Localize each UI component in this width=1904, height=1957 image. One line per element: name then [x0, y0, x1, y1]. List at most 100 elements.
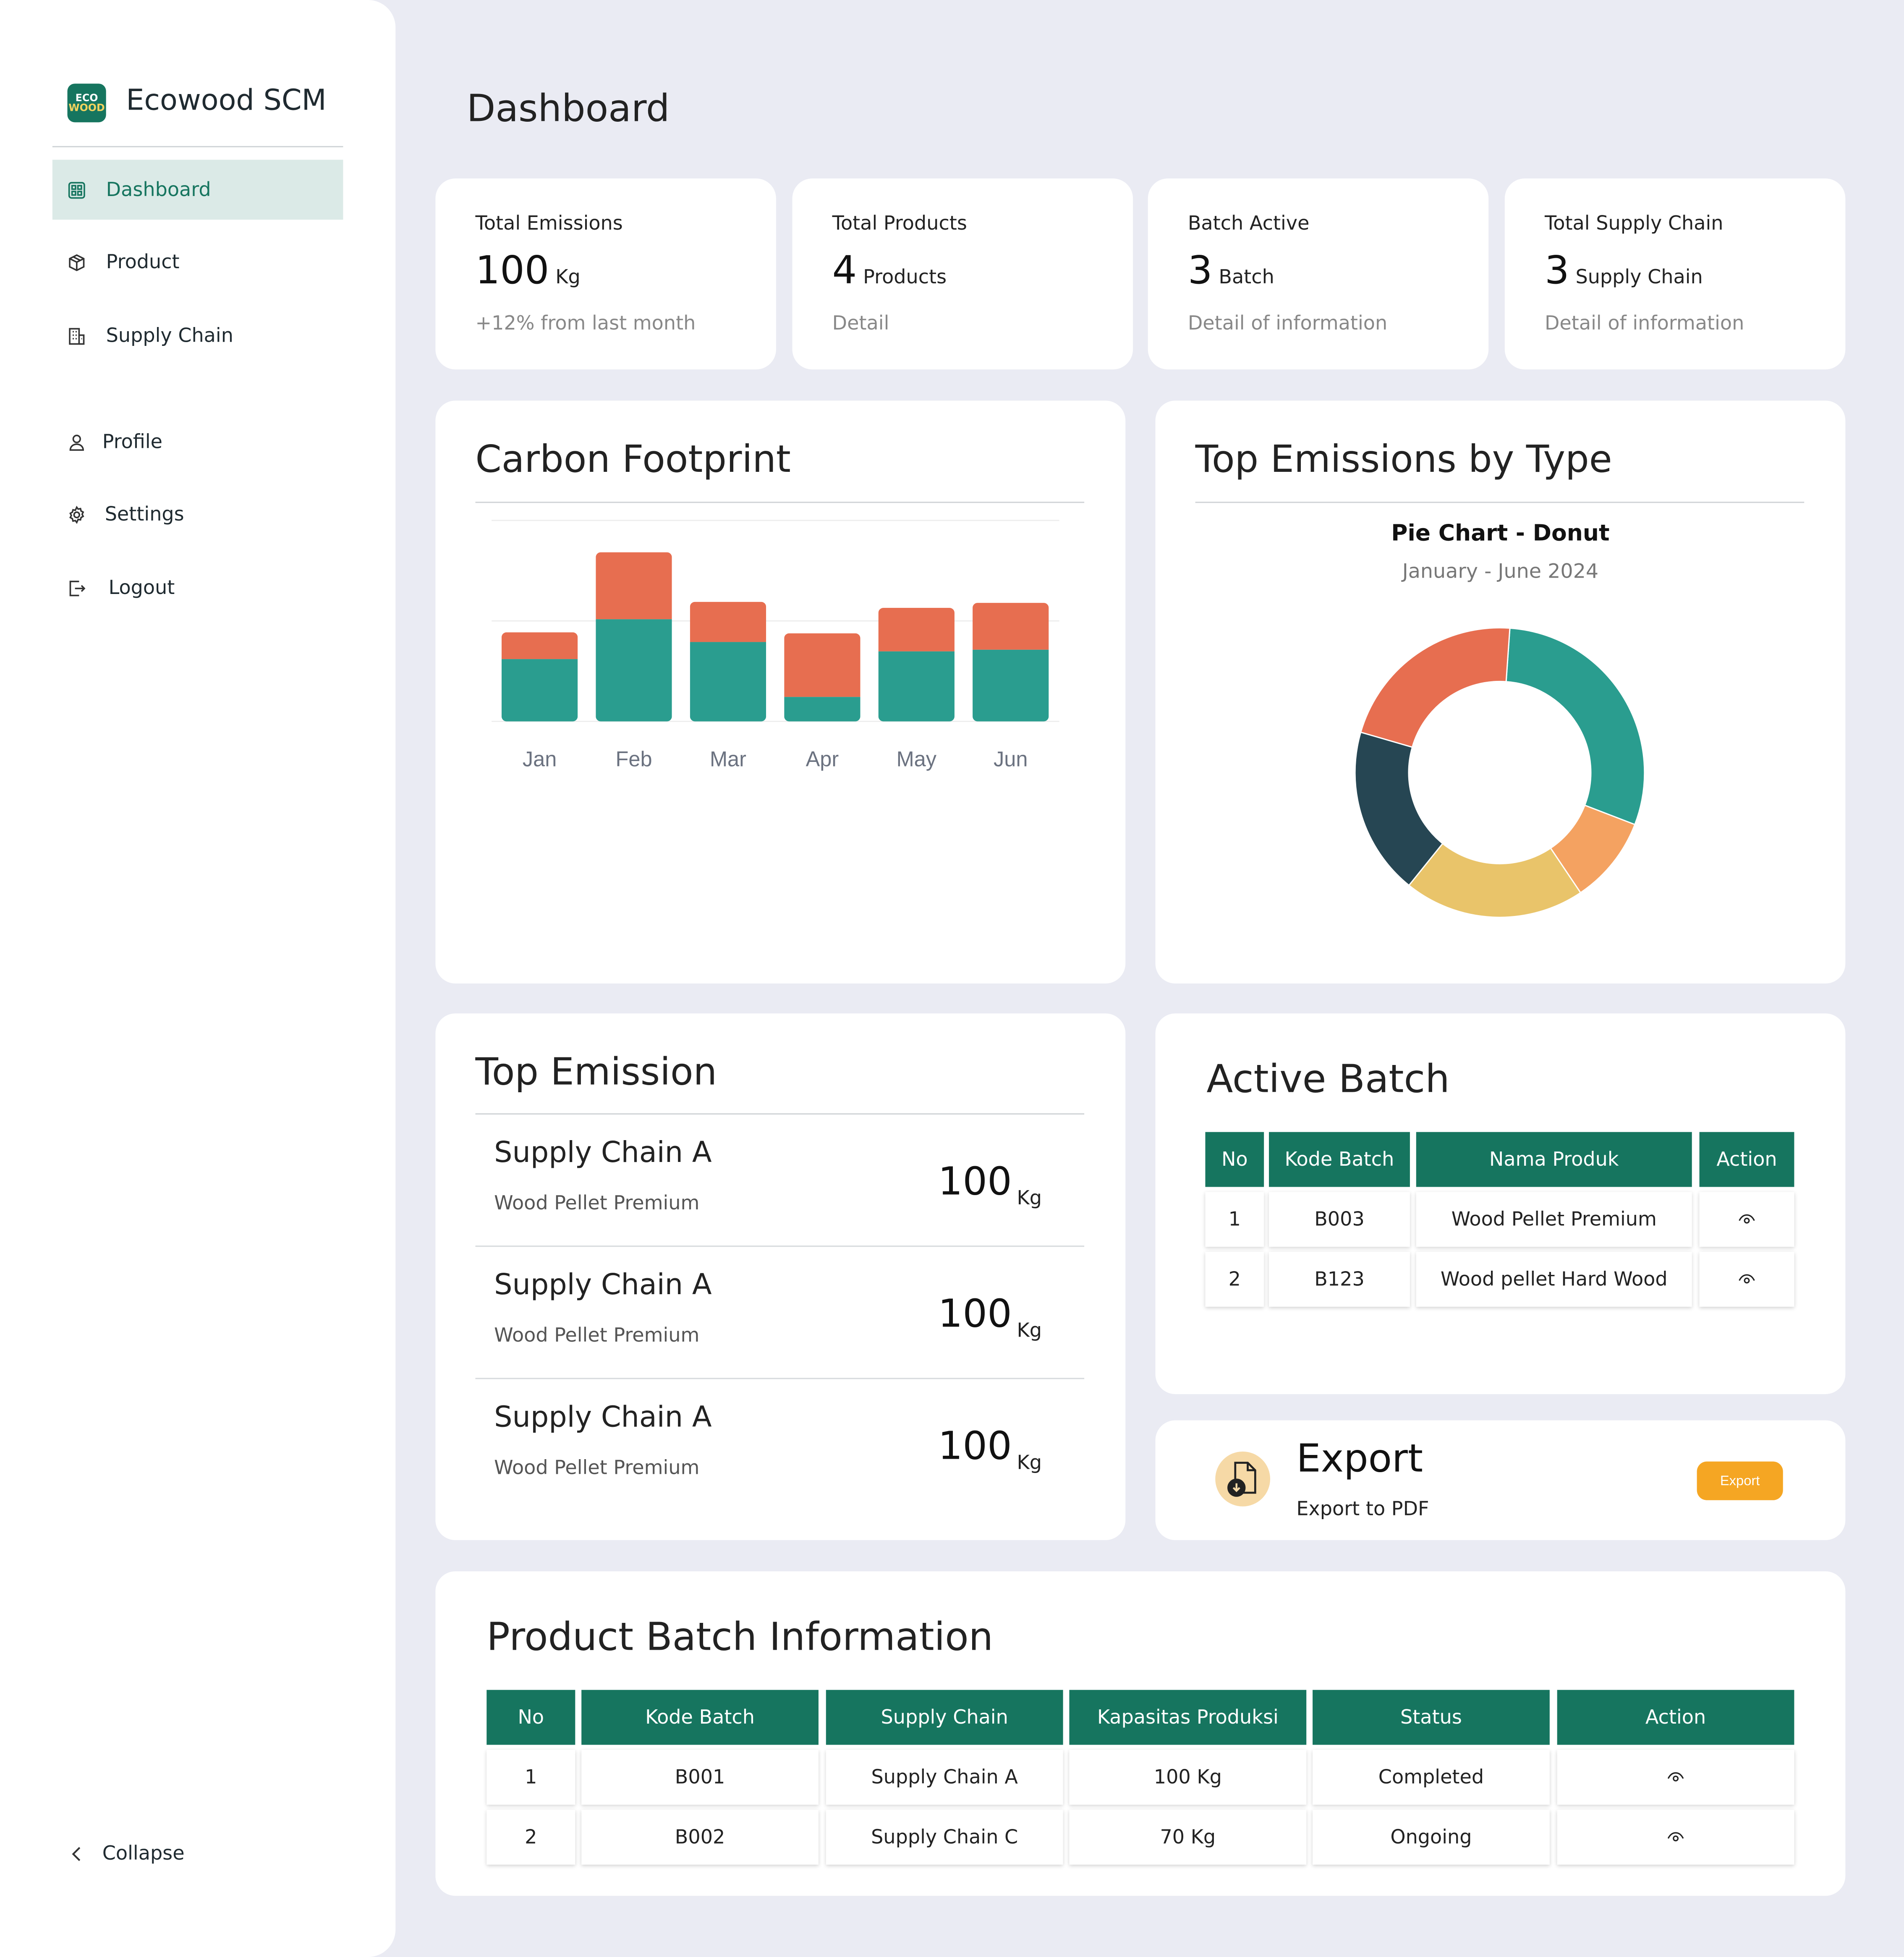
stat-value: 3 Supply Chain — [1545, 249, 1703, 293]
bar-segment-top-feb[interactable] — [596, 552, 672, 620]
gear-icon — [66, 504, 86, 524]
file-download-icon — [1215, 1451, 1271, 1507]
donut-slice[interactable] — [1360, 627, 1511, 748]
stat-card-batch-active[interactable]: Batch Active 3 Batch Detail of informatio… — [1148, 178, 1489, 370]
supply-chain-name: Supply Chain A — [494, 1137, 712, 1169]
table-cell: 2 — [486, 1810, 575, 1865]
bar-segment-bottom-may[interactable] — [878, 651, 955, 722]
eye-icon — [1739, 1214, 1755, 1224]
status-cell: Completed — [1313, 1750, 1550, 1805]
sidebar-item-profile[interactable]: Profile — [52, 412, 343, 472]
table-cell: B002 — [581, 1810, 819, 1865]
collapse-button[interactable]: Collapse — [52, 1824, 343, 1884]
x-tick-label: Jun — [994, 747, 1028, 771]
bar-segment-bottom-mar[interactable] — [690, 642, 766, 722]
brand-name: Ecowood SCM — [126, 85, 327, 118]
product-name: Wood Pellet Premium — [494, 1192, 700, 1214]
eye-icon — [1667, 1772, 1684, 1782]
export-button[interactable]: Export — [1697, 1461, 1783, 1500]
chevron-left-icon — [66, 1843, 86, 1863]
top-emission-card: Top Emission Supply Chain A Wood Pellet … — [435, 1013, 1126, 1540]
view-button[interactable] — [1699, 1252, 1794, 1307]
stat-unit: Kg — [555, 266, 581, 288]
carbon-footprint-card: Carbon Footprint Jan Feb Mar Apr May Jun — [435, 400, 1126, 984]
table-cell: 70 Kg — [1069, 1810, 1307, 1865]
bar-segment-top-apr[interactable] — [784, 633, 860, 697]
donut-slice[interactable] — [1408, 842, 1582, 918]
emission-unit: Kg — [1017, 1319, 1042, 1342]
bar-segment-bottom-apr[interactable] — [784, 697, 860, 722]
bar-segment-top-jun[interactable] — [973, 603, 1049, 650]
sidebar-item-product[interactable]: Product — [52, 232, 343, 292]
sidebar-item-label: Supply Chain — [106, 324, 233, 347]
grid-icon — [66, 180, 86, 200]
table-header: Kode Batch — [581, 1690, 819, 1745]
bar-segment-top-mar[interactable] — [690, 602, 766, 642]
table-header: Kapasitas Produksi — [1069, 1690, 1307, 1745]
sidebar-item-supply-chain[interactable]: Supply Chain — [52, 306, 343, 366]
product-batch-card: Product Batch Information No Kode Batch … — [435, 1571, 1846, 1896]
table-header: Kode Batch — [1269, 1132, 1410, 1187]
card-divider — [475, 1113, 1085, 1115]
product-batch-title: Product Batch Information — [486, 1615, 994, 1660]
stat-card-total-products[interactable]: Total Products 4 Products Detail — [792, 178, 1133, 370]
bar-segment-bottom-feb[interactable] — [596, 619, 672, 722]
table-cell: Wood Pellet Premium — [1416, 1192, 1692, 1247]
stat-card-total-supply-chain[interactable]: Total Supply Chain 3 Supply Chain Detail … — [1504, 178, 1846, 370]
top-emission-item[interactable]: Supply Chain A Wood Pellet Premium 100 K… — [475, 1247, 1085, 1379]
sidebar-item-logout[interactable]: Logout — [52, 558, 343, 618]
row-divider — [475, 1378, 1085, 1379]
stat-subtext: +12% from last month — [475, 312, 696, 335]
bar-segment-bottom-jun[interactable] — [973, 649, 1049, 722]
stat-label: Batch Active — [1187, 212, 1310, 235]
sidebar-item-label: Profile — [102, 430, 163, 453]
table-cell: 2 — [1205, 1252, 1264, 1307]
sidebar-divider — [52, 146, 343, 147]
x-tick-label: Mar — [710, 747, 746, 771]
user-icon — [66, 432, 86, 452]
table-cell: Supply Chain A — [826, 1750, 1063, 1805]
table-cell: 100 Kg — [1069, 1750, 1307, 1805]
pie-chart-subtitle: January - June 2024 — [1402, 559, 1599, 583]
sidebar-item-settings[interactable]: Settings — [52, 484, 343, 544]
sidebar-item-dashboard[interactable]: Dashboard — [52, 160, 343, 220]
page-title: Dashboard — [466, 87, 670, 131]
stat-unit: Products — [863, 266, 947, 288]
bar-segment-bottom-jan[interactable] — [501, 659, 578, 722]
stat-value: 3 Batch — [1188, 249, 1274, 293]
row-divider — [475, 1245, 1085, 1247]
bar-segment-top-jan[interactable] — [501, 632, 578, 659]
sidebar-item-label: Settings — [105, 503, 184, 526]
stat-card-total-emissions[interactable]: Total Emissions 100 Kg +12% from last mon… — [435, 178, 776, 370]
donut-slice[interactable] — [1354, 731, 1444, 887]
emission-unit: Kg — [1017, 1451, 1042, 1474]
stat-number: 3 — [1187, 248, 1213, 293]
top-emission-title: Top Emission — [475, 1051, 717, 1095]
export-subtitle: Export to PDF — [1296, 1497, 1429, 1520]
active-batch-card: Active Batch No Kode Batch Nama Produk A… — [1155, 1013, 1846, 1394]
supply-chain-name: Supply Chain A — [494, 1401, 712, 1434]
stat-value: 100 Kg — [476, 249, 581, 293]
status-cell: Ongoing — [1313, 1810, 1550, 1865]
top-emission-item[interactable]: Supply Chain A Wood Pellet Premium 100 K… — [476, 1379, 1085, 1511]
emission-value: 100 — [938, 1159, 1012, 1205]
sidebar-item-label: Product — [106, 251, 180, 274]
view-button[interactable] — [1699, 1192, 1794, 1247]
product-name: Wood Pellet Premium — [494, 1456, 700, 1479]
table-header: Supply Chain — [826, 1690, 1063, 1745]
donut-slice[interactable] — [1505, 627, 1645, 826]
top-emissions-by-type-title: Top Emissions by Type — [1195, 438, 1612, 482]
bar-segment-top-may[interactable] — [878, 608, 955, 651]
top-emission-item[interactable]: Supply Chain A Wood Pellet Premium 100 K… — [475, 1115, 1085, 1247]
table-cell: 1 — [486, 1750, 575, 1805]
collapse-label: Collapse — [102, 1842, 185, 1865]
x-tick-label: May — [897, 747, 937, 771]
box-icon — [66, 252, 86, 272]
emission-value: 100 — [938, 1424, 1012, 1469]
stat-subtext: Detail of information — [1187, 312, 1388, 335]
x-tick-label: Feb — [616, 747, 652, 771]
view-button[interactable] — [1557, 1810, 1794, 1865]
view-button[interactable] — [1557, 1750, 1794, 1805]
stat-number: 100 — [475, 248, 549, 293]
emission-value: 100 — [938, 1292, 1012, 1337]
